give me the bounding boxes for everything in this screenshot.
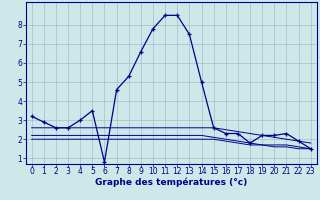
X-axis label: Graphe des températures (°c): Graphe des températures (°c): [95, 178, 247, 187]
